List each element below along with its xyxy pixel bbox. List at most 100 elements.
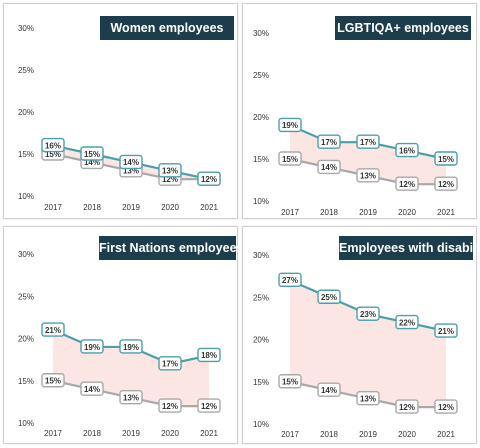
chart-title-women: Women employees: [100, 16, 234, 40]
data-point-grey-box: [158, 398, 182, 413]
y-tick-label: 25%: [18, 66, 34, 75]
data-point-teal-label: 27%: [282, 276, 298, 285]
data-point-grey-label: 14%: [84, 158, 100, 167]
y-tick-label: 15%: [253, 378, 269, 387]
y-tick-label: 25%: [253, 293, 269, 302]
data-point-teal-label: 15%: [438, 155, 454, 164]
data-point-teal-box: [317, 134, 341, 149]
data-point-teal-box: [197, 347, 221, 363]
data-point-grey-label: 14%: [84, 385, 100, 394]
data-point-grey-box: [356, 168, 380, 183]
data-point-grey-box: [434, 399, 458, 414]
x-tick-label: 2017: [44, 429, 62, 438]
y-tick-label: 25%: [253, 71, 269, 80]
x-tick-label: 2020: [398, 430, 416, 439]
data-point-teal-box: [317, 289, 341, 304]
chart-title-lgbtiqa: LGBTIQA+ employees: [335, 16, 471, 40]
data-point-grey-label: 12%: [399, 180, 415, 189]
chart-svg-lgbtiqa: 10% 15% 20% 25% 30% 2017 2018 2019 2020 2021 15% 14…: [253, 29, 458, 217]
data-point-teal-box: [119, 339, 143, 354]
data-point-grey-label: 12%: [162, 175, 178, 184]
x-tick-label: 2019: [122, 203, 140, 212]
data-point-teal-label: 13%: [162, 167, 178, 176]
data-point-teal-box: [278, 117, 302, 133]
x-tick-label: 2018: [320, 208, 338, 217]
data-point-grey-box: [395, 399, 419, 414]
y-tick-label: 10%: [253, 420, 269, 429]
data-point-grey-box: [395, 176, 419, 191]
data-point-teal-box: [356, 134, 380, 149]
data-point-teal-label: 19%: [84, 343, 100, 352]
y-tick-label: 25%: [18, 292, 34, 301]
y-tick-label: 15%: [253, 155, 269, 164]
x-tick-label: 2019: [359, 208, 377, 217]
data-point-grey-box: [317, 159, 341, 175]
data-point-grey-box: [278, 151, 302, 166]
data-point-teal-box: [41, 322, 65, 337]
x-tick-label: 2018: [320, 430, 338, 439]
data-point-teal-label: 17%: [360, 138, 376, 147]
data-point-grey-box: [41, 373, 65, 388]
data-point-grey-label: 15%: [282, 378, 298, 387]
y-tick-label: 20%: [18, 335, 34, 344]
data-point-teal-label: 17%: [162, 360, 178, 369]
data-point-grey-box: [278, 374, 302, 389]
y-tick-label: 20%: [253, 336, 269, 345]
data-point-grey-label: 14%: [321, 386, 337, 395]
y-tick-label: 30%: [253, 251, 269, 260]
data-point-teal-box: [197, 171, 221, 186]
data-point-grey-label: 15%: [45, 150, 61, 159]
data-point-teal-label: 19%: [282, 121, 298, 130]
data-point-grey-label: 15%: [282, 155, 298, 164]
x-tick-label: 2018: [83, 203, 101, 212]
x-tick-label: 2019: [122, 429, 140, 438]
data-point-teal-label: 18%: [201, 351, 217, 360]
gap-band: [290, 125, 446, 185]
data-point-grey-box: [197, 398, 221, 413]
data-point-teal-label: 14%: [123, 158, 139, 167]
chart-title-disability: Employees with disability: [339, 236, 480, 260]
data-point-grey-box: [119, 389, 143, 405]
data-point-grey-label: 15%: [45, 377, 61, 386]
chart-svg-first-nations: 10% 15% 20% 25% 30% 2017 2018 2019 2020 2021 15% 14…: [18, 250, 221, 438]
data-point-grey-label: 12%: [438, 180, 454, 189]
data-point-teal-label: 15%: [84, 150, 100, 159]
data-point-teal-label: 16%: [45, 141, 61, 150]
chart-panel-women: 10% 15% 20% 25% 30% 2017 2018 2019 2020 2021 15% 14…: [3, 3, 238, 219]
data-point-grey-label: 12%: [162, 402, 178, 411]
data-point-teal-box: [119, 154, 143, 170]
y-tick-label: 30%: [18, 250, 34, 259]
data-point-teal-label: 12%: [201, 175, 217, 184]
y-tick-label: 20%: [253, 113, 269, 122]
data-point-grey-label: 13%: [123, 393, 139, 402]
data-point-teal-box: [80, 146, 104, 161]
data-point-teal-box: [41, 137, 65, 153]
data-point-teal-box: [395, 142, 419, 158]
data-point-teal-box: [356, 306, 380, 321]
chart-panel-first-nations: 10% 15% 20% 25% 30% 2017 2018 2019 2020 2021 15% 14…: [3, 226, 244, 444]
data-point-grey-label: 13%: [360, 172, 376, 181]
x-tick-label: 2018: [83, 429, 101, 438]
data-point-teal-label: 16%: [399, 146, 415, 155]
data-point-teal-box: [278, 272, 302, 288]
y-tick-label: 20%: [18, 108, 34, 117]
x-tick-label: 2017: [44, 203, 62, 212]
data-point-grey-box: [80, 381, 104, 396]
x-tick-label: 2021: [200, 429, 218, 438]
data-point-teal-label: 19%: [123, 343, 139, 352]
chart-panel-lgbtiqa: 10% 15% 20% 25% 30% 2017 2018 2019 2020 2021 15% 14…: [242, 3, 477, 219]
y-tick-label: 10%: [18, 192, 34, 201]
x-tick-label: 2020: [161, 203, 179, 212]
data-point-teal-label: 22%: [399, 318, 415, 327]
data-point-teal-label: 21%: [438, 327, 454, 336]
chart-svg-women: 10%15%20%25%30%2017 2018 2019 2020 202115%14…: [18, 24, 221, 212]
x-tick-label: 2019: [359, 430, 377, 439]
data-point-teal-label: 21%: [45, 326, 61, 335]
data-point-teal-label: 23%: [360, 310, 376, 319]
data-point-grey-label: 12%: [201, 402, 217, 411]
data-point-grey-box: [317, 382, 341, 397]
data-point-teal-box: [158, 356, 182, 371]
y-tick-label: 10%: [253, 197, 269, 206]
y-tick-label: 30%: [18, 24, 34, 33]
chart-title-first-nations: First Nations employees: [99, 236, 244, 260]
